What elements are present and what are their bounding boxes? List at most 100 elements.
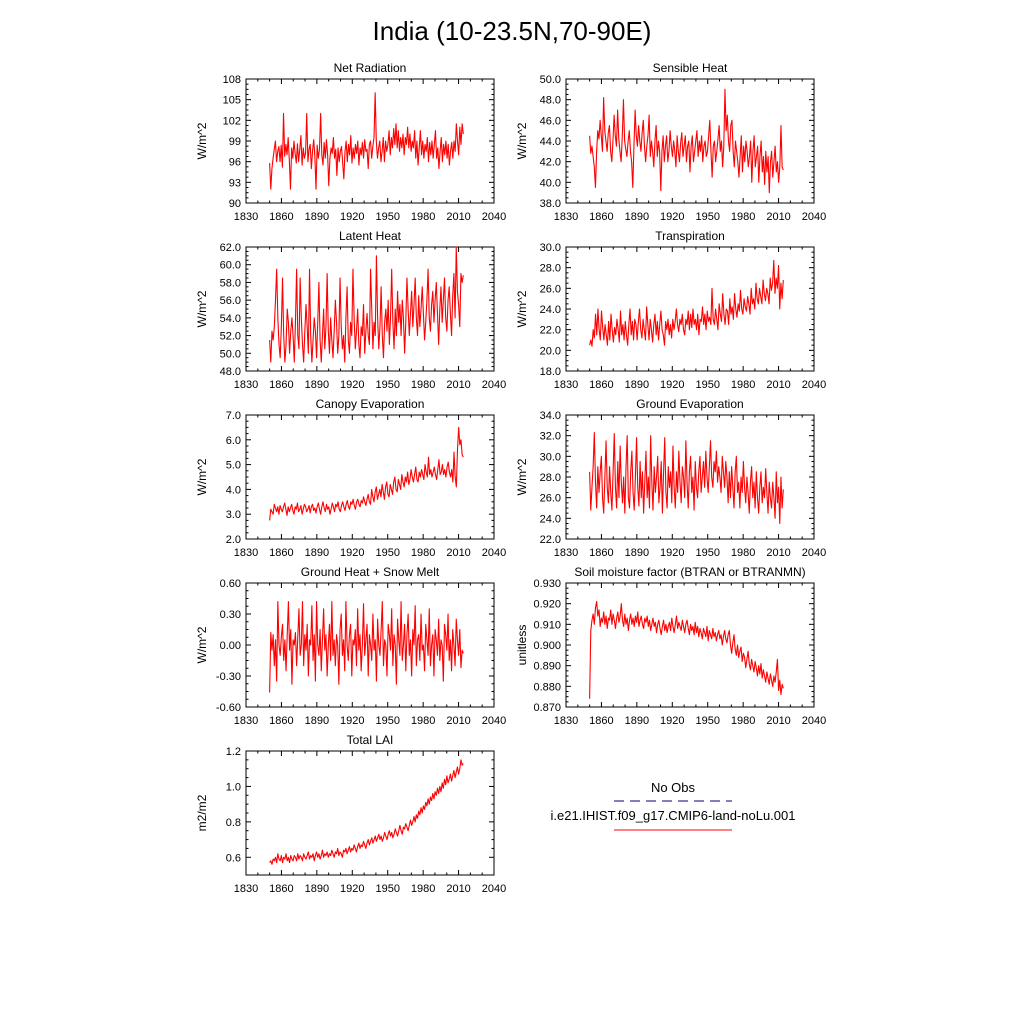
x-tick-label: 1860 (589, 715, 613, 727)
panel-title: Soil moisture factor (BTRAN or BTRANMN) (574, 565, 805, 579)
x-tick-label: 2010 (446, 883, 470, 895)
panel-latent-heat: Latent Heat W/m^2 1830 1860 1890 1920 1950 1980… (195, 229, 506, 391)
x-tick-label: 2040 (482, 379, 506, 391)
y-tick-label: 2.0 (226, 534, 241, 546)
x-tick-label: 1980 (411, 547, 435, 559)
y-tick-label: 0.920 (533, 599, 561, 611)
x-tick-label: 1890 (625, 211, 649, 223)
series-line (589, 259, 784, 347)
y-axis-label: W/m^2 (515, 122, 529, 159)
x-tick-label: 1950 (695, 379, 719, 391)
y-tick-label: 62.0 (220, 242, 241, 254)
series-line (269, 759, 464, 865)
y-tick-label: 30.0 (540, 242, 561, 254)
x-tick-label: 1830 (234, 883, 258, 895)
y-tick-label: 90 (229, 198, 241, 210)
series-line (269, 426, 464, 521)
y-tick-label: 18.0 (540, 366, 561, 378)
x-tick-label: 1950 (375, 379, 399, 391)
y-tick-label: 108 (223, 74, 241, 86)
y-tick-label: 34.0 (540, 410, 561, 422)
y-tick-label: 102 (223, 115, 241, 127)
panel-sensible-heat: Sensible Heat W/m^2 1830 1860 1890 1920 1950 19… (515, 61, 826, 223)
x-tick-label: 1860 (269, 715, 293, 727)
y-tick-label: 93 (229, 177, 241, 189)
series-line (589, 88, 784, 194)
y-tick-label: 24.0 (540, 304, 561, 316)
series-line (269, 92, 464, 190)
y-tick-label: 3.0 (226, 509, 241, 521)
x-tick-label: 1920 (660, 715, 684, 727)
x-tick-label: 1890 (625, 715, 649, 727)
x-tick-label: 1980 (411, 379, 435, 391)
series-line (269, 601, 464, 693)
x-tick-label: 2040 (482, 715, 506, 727)
y-tick-label: 44.0 (540, 136, 561, 148)
x-tick-label: 1860 (589, 547, 613, 559)
x-tick-label: 1890 (305, 883, 329, 895)
x-tick-label: 1950 (375, 883, 399, 895)
x-tick-label: 1920 (660, 379, 684, 391)
y-tick-label: 52.0 (220, 331, 241, 343)
y-tick-label: 0.930 (533, 578, 561, 590)
x-tick-label: 1920 (660, 211, 684, 223)
panel-title: Canopy Evaporation (316, 397, 425, 411)
x-tick-label: 1950 (375, 211, 399, 223)
x-tick-label: 1830 (234, 211, 258, 223)
y-tick-label: 48.0 (220, 366, 241, 378)
y-tick-label: 30.0 (540, 451, 561, 463)
y-tick-label: 0.00 (220, 640, 241, 652)
y-tick-label: 50.0 (540, 74, 561, 86)
panel-total-lai: Total LAI m2/m2 1830 1860 1890 1920 1950 1980 20… (195, 733, 506, 895)
panel-title: Total LAI (347, 733, 394, 747)
y-tick-label: 7.0 (226, 410, 241, 422)
x-tick-label: 1860 (589, 379, 613, 391)
x-tick-label: 1830 (234, 715, 258, 727)
y-tick-label: 24.0 (540, 513, 561, 525)
y-tick-label: 1.2 (226, 746, 241, 758)
y-tick-label: 4.0 (226, 484, 241, 496)
x-tick-label: 2010 (446, 547, 470, 559)
y-tick-label: 0.900 (533, 640, 561, 652)
y-tick-label: 60.0 (220, 260, 241, 272)
x-tick-label: 1980 (411, 883, 435, 895)
x-tick-label: 2010 (446, 211, 470, 223)
panel-soil-moisture-factor-btran-or-btranmn: Soil moisture factor (BTRAN or BTRANMN) u… (515, 565, 826, 727)
y-tick-label: 38.0 (540, 198, 561, 210)
x-tick-label: 2010 (766, 379, 790, 391)
plot-frame (565, 582, 815, 708)
x-tick-label: 2010 (766, 715, 790, 727)
x-tick-label: 1950 (375, 715, 399, 727)
panel-title: Sensible Heat (653, 61, 728, 75)
x-tick-label: 1980 (731, 547, 755, 559)
y-tick-label: 0.890 (533, 661, 561, 673)
x-tick-label: 1920 (660, 547, 684, 559)
y-tick-label: 56.0 (220, 295, 241, 307)
x-tick-label: 2040 (482, 547, 506, 559)
y-tick-label: 28.0 (540, 263, 561, 275)
x-tick-label: 1830 (554, 379, 578, 391)
y-tick-label: 40.0 (540, 177, 561, 189)
panels: Net Radiation W/m^2 1830 1860 1890 1920 1950 19… (195, 61, 826, 895)
x-tick-label: 1950 (695, 211, 719, 223)
y-tick-label: 50.0 (220, 348, 241, 360)
x-tick-label: 1890 (305, 715, 329, 727)
panel-title: Ground Evaporation (636, 397, 743, 411)
x-tick-label: 1950 (695, 715, 719, 727)
x-tick-label: 1980 (731, 211, 755, 223)
x-tick-label: 1920 (340, 715, 364, 727)
panel-ground-heat-snow-melt: Ground Heat + Snow Melt W/m^2 1830 1860 1890… (195, 565, 506, 727)
x-tick-label: 1920 (340, 379, 364, 391)
x-tick-label: 1830 (554, 715, 578, 727)
panel-title: Ground Heat + Snow Melt (301, 565, 440, 579)
y-tick-label: 54.0 (220, 313, 241, 325)
y-tick-label: 0.880 (533, 681, 561, 693)
y-axis-label: W/m^2 (515, 458, 529, 495)
y-tick-label: -0.30 (216, 671, 241, 683)
x-tick-label: 1830 (554, 211, 578, 223)
panel-transpiration: Transpiration W/m^2 1830 1860 1890 1920 1950 19… (515, 229, 826, 391)
x-tick-label: 1920 (340, 547, 364, 559)
x-tick-label: 1890 (305, 211, 329, 223)
y-axis-label: W/m^2 (195, 458, 209, 495)
